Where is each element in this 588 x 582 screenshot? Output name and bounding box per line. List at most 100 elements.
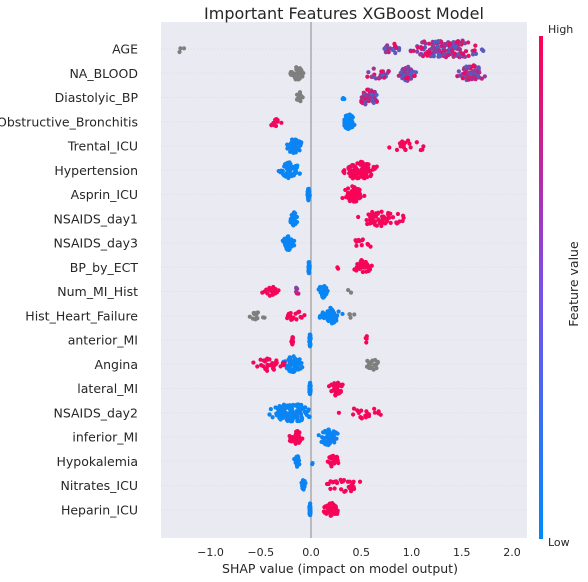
shap-point xyxy=(393,50,398,56)
shap-point xyxy=(429,46,434,51)
shap-point xyxy=(280,168,285,174)
shap-point xyxy=(426,41,432,46)
shap-point xyxy=(358,415,363,420)
shap-point xyxy=(360,165,365,170)
shap-point xyxy=(366,265,371,271)
shap-point xyxy=(354,199,359,204)
shap-point xyxy=(307,262,312,268)
shap-point xyxy=(369,365,374,371)
chart-title: Important Features XGBoost Model xyxy=(204,4,484,23)
shap-point xyxy=(376,409,381,414)
shap-point xyxy=(299,315,304,320)
shap-point xyxy=(370,209,375,215)
shap-point xyxy=(273,123,279,129)
shap-point xyxy=(296,145,301,150)
shap-point xyxy=(285,165,290,171)
shap-point xyxy=(286,143,291,148)
shap-point xyxy=(298,362,303,367)
feature-label: anterior_MI xyxy=(68,333,138,348)
shap-point xyxy=(298,404,303,409)
shap-point xyxy=(386,210,391,216)
shap-point xyxy=(251,311,257,316)
shap-point xyxy=(473,71,478,77)
shap-point xyxy=(482,74,487,79)
shap-point xyxy=(331,506,337,511)
shap-point xyxy=(321,315,327,321)
shap-point xyxy=(287,357,292,363)
shap-point xyxy=(302,481,307,486)
shap-point xyxy=(358,170,363,175)
shap-point xyxy=(335,510,340,515)
shap-point xyxy=(393,44,398,49)
colorbar xyxy=(539,36,543,539)
shap-point xyxy=(343,488,348,493)
shap-point xyxy=(456,69,461,74)
shap-point xyxy=(255,364,260,369)
shap-point xyxy=(285,241,290,246)
shap-point xyxy=(274,358,279,363)
dots-layer xyxy=(177,38,487,518)
shap-point xyxy=(290,165,295,170)
shap-point xyxy=(290,335,296,341)
shap-point xyxy=(300,486,305,491)
shap-point xyxy=(299,417,304,423)
x-tick-label: 1.0 xyxy=(403,546,421,559)
shap-point xyxy=(352,486,357,492)
shap-point xyxy=(258,357,263,362)
shap-point xyxy=(288,361,293,367)
shap-point xyxy=(372,363,377,368)
shap-point xyxy=(347,198,352,204)
shap-point xyxy=(332,440,337,445)
feature-label: Hypokalemia xyxy=(56,454,138,469)
shap-point xyxy=(293,311,298,316)
shap-point xyxy=(388,220,393,226)
shap-point xyxy=(270,361,275,366)
shap-point xyxy=(362,193,367,198)
shap-point xyxy=(292,216,297,222)
feature-label: Asprin_ICU xyxy=(71,187,138,202)
shap-point xyxy=(422,39,427,44)
shap-point xyxy=(288,314,293,319)
shap-point xyxy=(356,187,361,192)
shap-point xyxy=(278,417,283,422)
shap-point xyxy=(452,51,457,56)
shap-point xyxy=(287,245,293,250)
shap-point xyxy=(370,99,375,104)
shap-point xyxy=(325,430,330,435)
shap-point xyxy=(295,433,300,438)
shap-point xyxy=(329,512,334,518)
shap-point xyxy=(339,487,344,492)
shap-point xyxy=(378,412,383,417)
shap-point xyxy=(261,358,267,363)
feature-label: Nitrates_ICU xyxy=(61,478,138,493)
shap-point xyxy=(380,220,385,225)
shap-point xyxy=(287,410,293,415)
shap-point xyxy=(364,269,369,274)
shap-point xyxy=(294,357,299,362)
shap-point xyxy=(366,162,371,167)
shap-point xyxy=(295,416,300,421)
shap-point xyxy=(350,481,356,486)
shap-point xyxy=(322,505,327,510)
shap-point xyxy=(362,265,367,270)
shap-point xyxy=(277,404,282,409)
shap-point xyxy=(326,313,331,318)
shap-point xyxy=(364,340,369,345)
feature-label: Diastolyic_BP xyxy=(55,90,139,105)
shap-point xyxy=(299,73,304,78)
shap-point xyxy=(356,190,361,195)
feature-label: AGE xyxy=(112,42,138,57)
shap-point xyxy=(405,138,411,143)
shap-point xyxy=(294,456,299,461)
shap-point xyxy=(357,479,363,484)
shap-point xyxy=(379,69,384,74)
shap-point xyxy=(294,412,299,418)
shap-point xyxy=(307,507,312,512)
shap-point xyxy=(289,339,294,344)
shap-point xyxy=(282,360,287,366)
shap-point xyxy=(254,315,259,320)
shap-point xyxy=(377,75,382,80)
shap-point xyxy=(328,307,333,312)
shap-point xyxy=(181,46,187,51)
shap-point xyxy=(347,312,353,317)
